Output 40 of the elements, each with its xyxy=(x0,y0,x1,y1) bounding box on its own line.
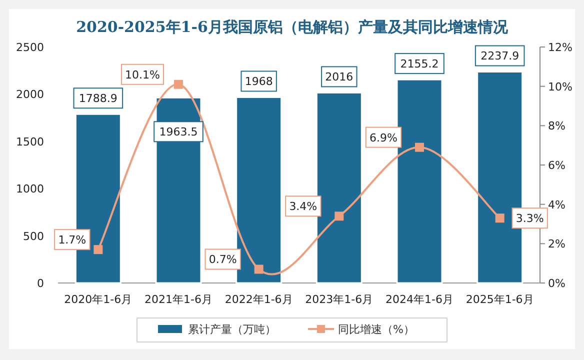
y2-tick-label: 4% xyxy=(548,198,566,212)
legend-label: 累计产量（万吨） xyxy=(188,323,276,336)
data-label: 3.4% xyxy=(289,200,318,214)
y-tick-label: 1500 xyxy=(16,135,44,148)
y-tick-label: 0 xyxy=(37,277,44,290)
data-label: 2016 xyxy=(325,70,354,84)
data-label: 1788.9 xyxy=(78,92,118,106)
x-tick-label: 2024年1-6月 xyxy=(386,293,454,306)
y-tick-label: 1000 xyxy=(16,182,44,196)
data-label: 1.7% xyxy=(58,234,86,247)
data-label: 2237.9 xyxy=(480,50,520,63)
x-tick-label: 2023年1-6月 xyxy=(305,293,374,306)
x-tick-label: 2021年1-6月 xyxy=(144,293,212,306)
y-tick-label: 500 xyxy=(23,230,44,243)
point xyxy=(415,142,424,152)
data-label: 1963.5 xyxy=(159,126,198,139)
y2-tick-label: 12% xyxy=(548,41,572,54)
data-label: 6.9% xyxy=(370,131,398,144)
y-tick-label: 2500 xyxy=(16,41,44,54)
x-tick-label: 2022年1-6月 xyxy=(224,293,293,306)
data-label: 3.3% xyxy=(516,212,544,226)
x-tick-label: 2025年1-6月 xyxy=(466,293,534,306)
y2-tick-label: 0% xyxy=(548,277,566,290)
point xyxy=(254,264,264,274)
point xyxy=(495,214,504,223)
y2-tick-label: 2% xyxy=(548,238,566,251)
y-tick-label: 2000 xyxy=(16,88,44,102)
data-label: 10.1% xyxy=(125,68,160,82)
data-label: 1968 xyxy=(244,75,273,88)
legend-label: 同比增速（%） xyxy=(338,323,414,336)
point xyxy=(334,212,344,221)
y2-tick-label: 6% xyxy=(548,159,566,172)
y2-tick-label: 10% xyxy=(548,80,572,94)
point xyxy=(174,80,183,89)
y2-tick-label: 8% xyxy=(548,120,566,133)
data-label: 2155.2 xyxy=(400,58,439,71)
chart-title: 2020-2025年1-6月我国原铝（电解铝）产量及其同比增速情况 xyxy=(76,18,509,36)
data-label: 0.7% xyxy=(208,253,237,266)
x-tick-label: 2020年1-6月 xyxy=(64,293,132,306)
point xyxy=(94,245,103,254)
